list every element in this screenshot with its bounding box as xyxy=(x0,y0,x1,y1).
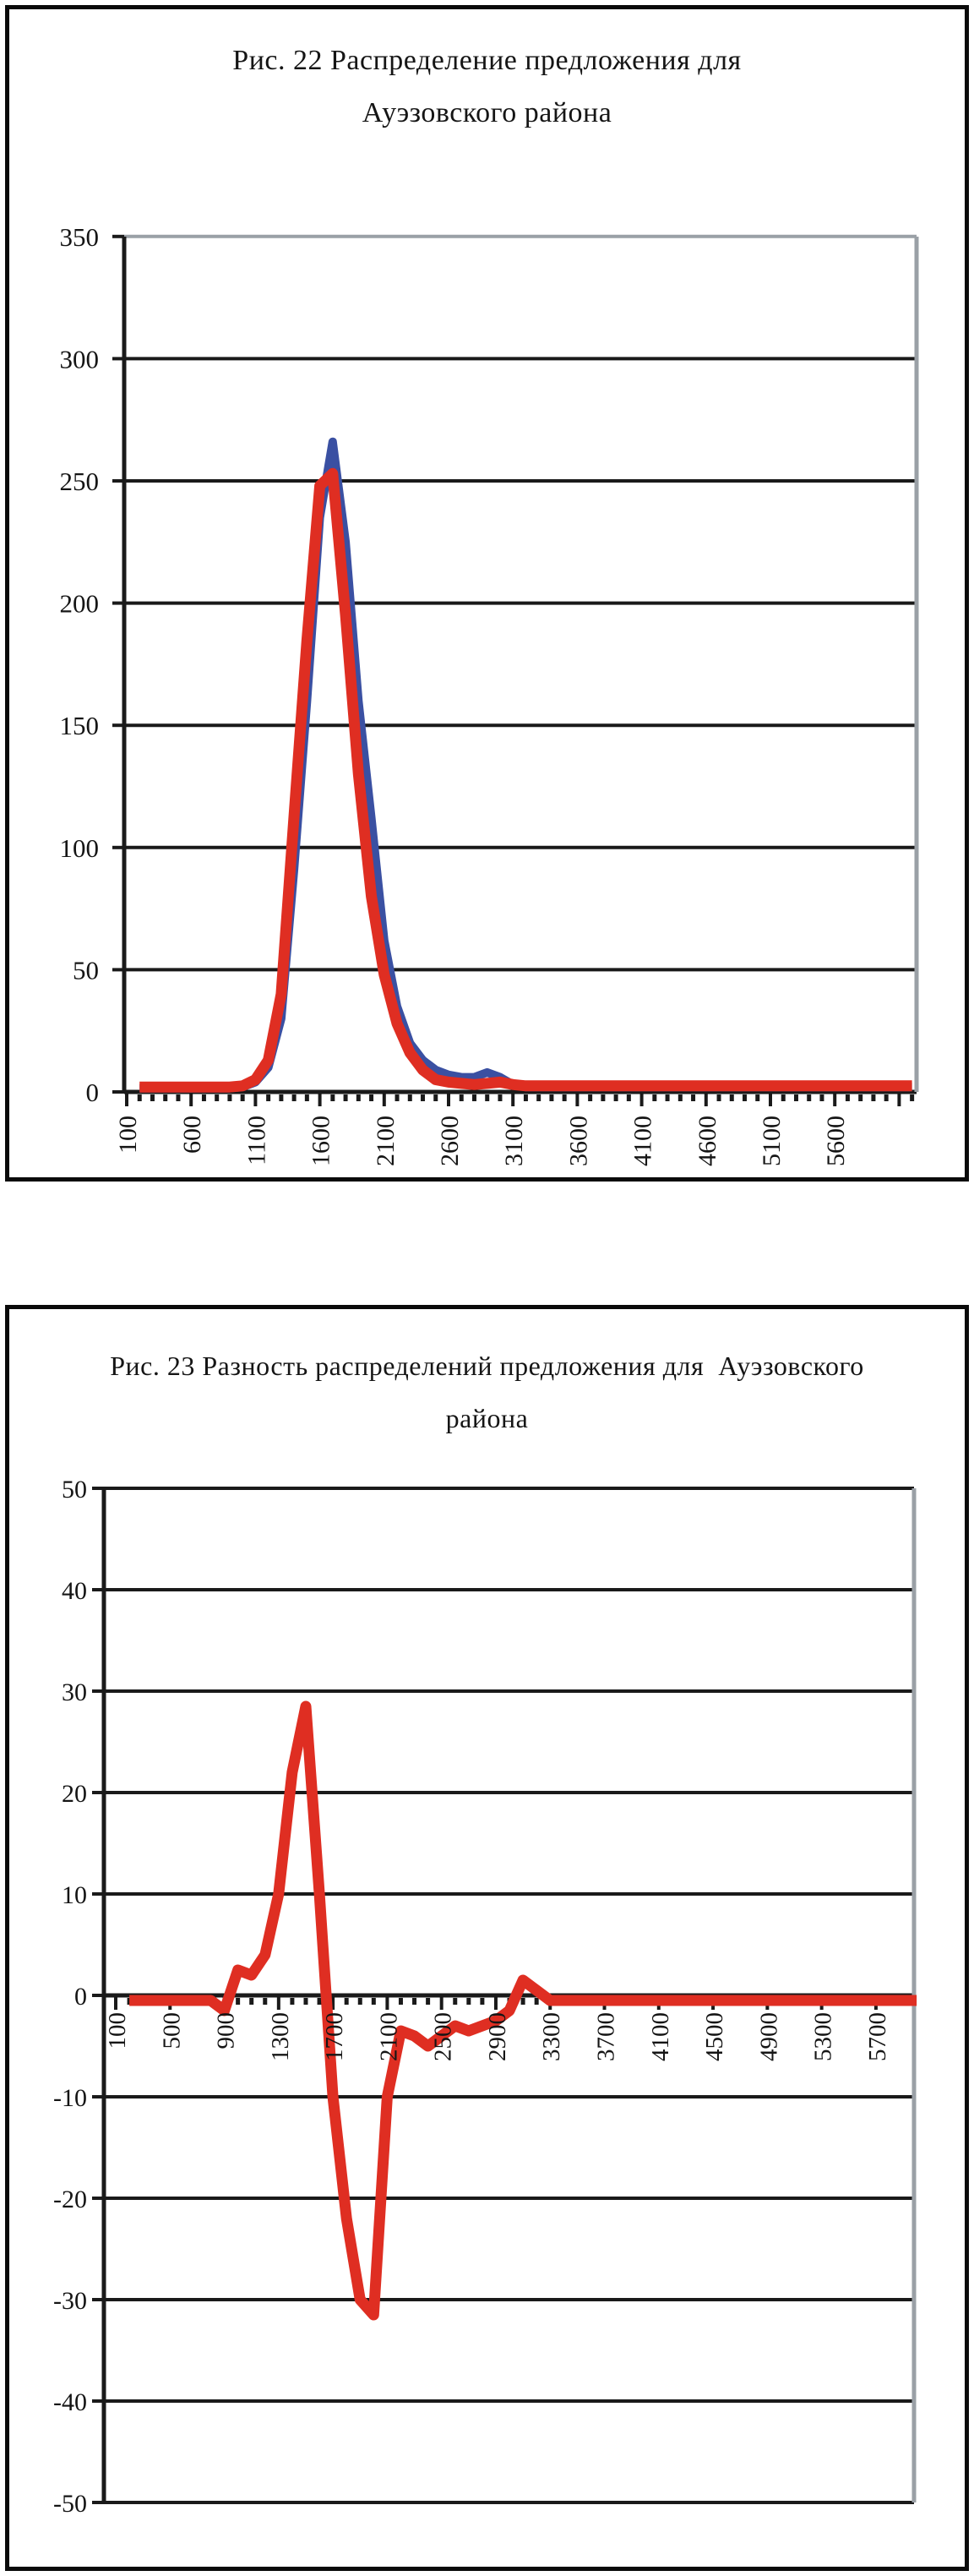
y-axis-label-0: 0 xyxy=(74,1983,87,2011)
figure-23-caption-line2: района xyxy=(445,1403,529,1433)
y-axis-label-100: 100 xyxy=(60,833,100,863)
y-axis-label-200: 200 xyxy=(60,589,100,619)
figure-23-frame: Рис. 23 Разность распределений предложен… xyxy=(5,1305,969,2571)
y-axis-label--20: -20 xyxy=(53,2186,87,2213)
x-axis-label-2100: 2100 xyxy=(372,1116,400,1166)
x-axis-label-4100: 4100 xyxy=(629,1116,657,1166)
y-axis-label-50: 50 xyxy=(62,1476,87,1504)
figure-22-chart: 350 300 250 200 150 100 50 0 100 600 1100 1600 2100 2… xyxy=(60,222,919,1166)
figure-22-frame: Рис. 22 Распределение предложения для Ау… xyxy=(5,5,969,1182)
x-axis-label-2900: 2900 xyxy=(484,2012,511,2061)
x-axis-label-4100: 4100 xyxy=(647,2012,674,2061)
figure-23-caption-line1: Рис. 23 Разность распределений предложен… xyxy=(110,1351,864,1381)
y-axis-label--30: -30 xyxy=(53,2287,87,2315)
y-axis-label-250: 250 xyxy=(60,467,100,496)
y-axis-label-40: 40 xyxy=(62,1577,87,1605)
y-axis-label-30: 30 xyxy=(62,1678,87,1706)
x-axis-label-4500: 4500 xyxy=(701,2012,728,2061)
x-axis-label-5700: 5700 xyxy=(864,2012,891,2061)
x-axis-label-500: 500 xyxy=(158,2012,185,2049)
series-red-line xyxy=(139,467,912,1093)
x-axis-label-2500: 2500 xyxy=(430,2012,457,2061)
x-axis-label-1600: 1600 xyxy=(307,1116,335,1166)
figure-22-caption: Рис. 22 Распределение предложения для Ау… xyxy=(9,35,965,139)
x-axis-label-1700: 1700 xyxy=(321,2012,348,2061)
x-axis-label-2100: 2100 xyxy=(375,2012,402,2061)
figure-22-caption-line1: Рис. 22 Распределение предложения для xyxy=(232,45,742,76)
x-axis-label-2600: 2600 xyxy=(436,1116,464,1166)
x-axis-label-3700: 3700 xyxy=(593,2012,620,2061)
y-axis-label-0: 0 xyxy=(86,1078,100,1107)
x-axis-label-5100: 5100 xyxy=(758,1116,786,1166)
x-axis-label-1100: 1100 xyxy=(242,1116,270,1165)
x-axis-label-5600: 5600 xyxy=(822,1116,850,1166)
x-axis-label-3100: 3100 xyxy=(500,1116,528,1166)
x-axis-label-4600: 4600 xyxy=(694,1116,721,1166)
y-axis-label-10: 10 xyxy=(62,1881,87,1909)
x-axis-label-100: 100 xyxy=(114,1116,142,1154)
x-axis-label-900: 900 xyxy=(213,2012,240,2049)
x-axis-label-5300: 5300 xyxy=(810,2012,837,2061)
y-axis-label-350: 350 xyxy=(60,222,100,252)
y-axis-label--50: -50 xyxy=(53,2490,87,2518)
figure-22-caption-line2: Ауэзовского района xyxy=(362,97,612,128)
x-axis-label-4900: 4900 xyxy=(755,2012,782,2061)
figure-23-caption: Рис. 23 Разность распределений предложен… xyxy=(9,1340,965,1444)
y-axis-label-300: 300 xyxy=(60,344,100,374)
x-axis-label-1300: 1300 xyxy=(267,2012,294,2061)
x-axis-label-3600: 3600 xyxy=(564,1116,592,1166)
series-red-line xyxy=(129,1700,917,2321)
series-blue-line xyxy=(139,437,912,1093)
y-axis-label-150: 150 xyxy=(60,711,100,740)
y-axis-label-50: 50 xyxy=(73,955,99,985)
x-axis-label-600: 600 xyxy=(178,1116,206,1154)
x-axis-label-100: 100 xyxy=(104,2012,131,2049)
y-axis-label--10: -10 xyxy=(53,2084,87,2112)
x-axis-label-3300: 3300 xyxy=(538,2012,565,2061)
y-axis-label--40: -40 xyxy=(53,2388,87,2416)
y-axis-label-20: 20 xyxy=(62,1780,87,1808)
